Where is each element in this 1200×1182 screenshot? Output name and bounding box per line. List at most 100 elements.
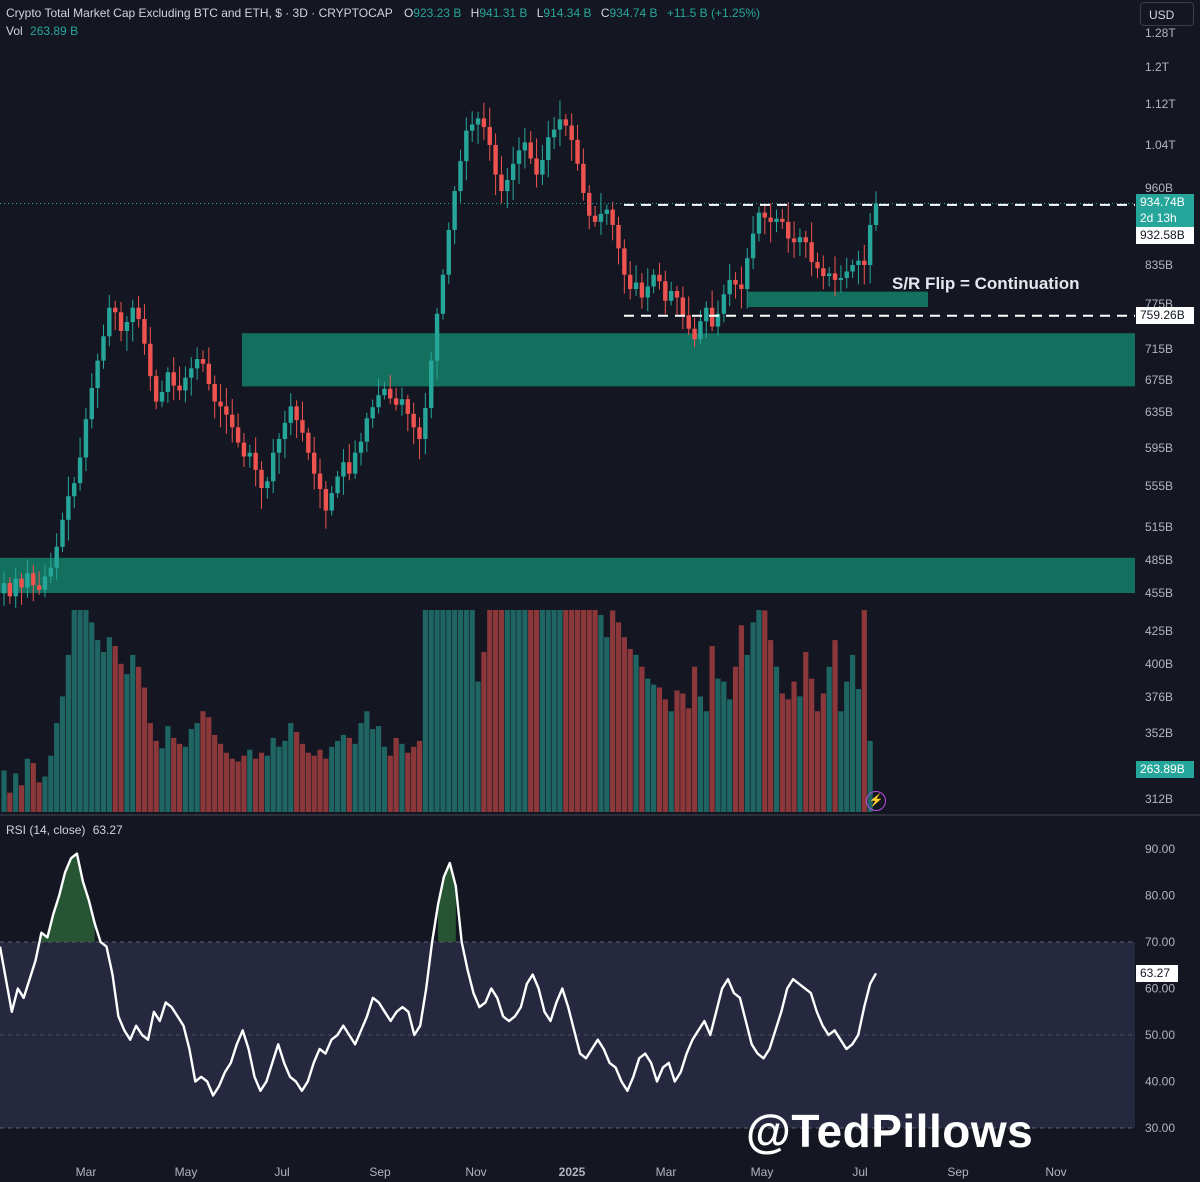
volume-bar-50: [294, 731, 300, 812]
volume-bar-147: [861, 610, 867, 812]
candle-body-125: [733, 279, 738, 285]
volume-bar-83: [487, 610, 493, 812]
candle-body-13: [77, 457, 83, 484]
candle-body-58: [341, 462, 346, 477]
volume-bar-100: [586, 610, 592, 812]
candle-body-139: [815, 261, 820, 269]
volume-bar-7: [42, 776, 48, 812]
volume-bar-148: [867, 740, 873, 812]
time-axis-tick-10: Nov: [1045, 1165, 1066, 1179]
volume-bar-68: [399, 743, 405, 812]
price-axis-tick-9: 635B: [1145, 405, 1173, 419]
sr-flip-annotation[interactable]: S/R Flip = Continuation: [892, 274, 1080, 293]
volume-bar-56: [329, 746, 335, 812]
price-axis-tick-8: 675B: [1145, 373, 1173, 387]
candle-body-113: [663, 281, 668, 301]
candle-body-104: [610, 209, 615, 225]
candle-body-93: [546, 137, 551, 161]
candle-body-49: [288, 406, 293, 423]
volume-bar-1: [7, 792, 13, 812]
volume-bar-88: [516, 610, 522, 812]
volume-bar-44: [258, 752, 265, 812]
candle-body-135: [791, 238, 797, 243]
chart-legend: Crypto Total Market Cap Excluding BTC an…: [6, 6, 760, 20]
volume-bar-4: [24, 758, 31, 812]
candle-body-136: [797, 237, 803, 243]
volume-bar-62: [364, 711, 370, 812]
volume-bar-141: [826, 666, 832, 812]
time-axis-tick-2: Jul: [274, 1165, 289, 1179]
candle-body-73: [429, 360, 434, 408]
volume-bar-94: [551, 610, 557, 812]
ohlc-open-value: 923.23 B: [413, 6, 462, 20]
volume-bar-120: [703, 711, 709, 812]
rsi-label[interactable]: RSI (14, close): [6, 823, 86, 837]
volume-bar-74: [434, 610, 440, 812]
candle-body-118: [692, 328, 697, 340]
volume-bar-55: [323, 758, 329, 812]
volume-bar-48: [282, 740, 288, 812]
price-axis-tick-15: 425B: [1145, 624, 1173, 638]
level-upper-tag: 932.58B: [1136, 227, 1194, 244]
candle-body-143: [838, 278, 844, 280]
candle-body-50: [294, 406, 299, 421]
volume-bar-118: [691, 666, 698, 812]
rsi-axis-tick-3: 60.00: [1145, 982, 1175, 996]
volume-bar-60: [352, 743, 358, 812]
candle-body-107: [628, 274, 633, 290]
candle-body-72: [423, 408, 428, 439]
volume-bar-29: [171, 737, 177, 812]
candle-body-54: [317, 473, 323, 490]
volume-label[interactable]: Vol: [6, 24, 23, 38]
candle-body-149: [873, 203, 879, 225]
candle-body-57: [335, 476, 340, 494]
candle-body-97: [569, 125, 574, 140]
time-axis-tick-9: Sep: [947, 1165, 969, 1179]
candle-body-66: [388, 388, 393, 399]
volume-bar-101: [592, 610, 598, 812]
volume-bar-42: [247, 749, 253, 812]
ohlc-open: O923.23 B: [396, 6, 461, 20]
candle-body-12: [72, 483, 77, 497]
volume-bar-43: [253, 758, 259, 812]
candle-body-71: [417, 427, 422, 439]
price-axis-tick-2: 1.12T: [1145, 97, 1176, 111]
rsi-line: [0, 852, 878, 1097]
volume-bar-111: [651, 684, 657, 812]
volume-bar-47: [276, 746, 282, 812]
currency-button[interactable]: USD: [1140, 2, 1194, 26]
volume-bar-16: [95, 640, 101, 812]
candle-body-60: [352, 452, 358, 474]
candle-body-94: [551, 129, 557, 138]
volume-bar-116: [680, 693, 686, 812]
volume-bar-30: [176, 743, 183, 812]
volume-bar-112: [656, 687, 663, 812]
volume-bar-102: [598, 614, 604, 812]
candle-body-0: [1, 583, 7, 594]
time-axis-tick-7: May: [751, 1165, 774, 1179]
volume-bar-3: [18, 785, 25, 812]
volume-bar-33: [194, 723, 200, 812]
candle-body-86: [505, 179, 510, 192]
candle-body-108: [633, 282, 639, 290]
volume-bar-13: [77, 610, 83, 812]
volume-bar-25: [147, 723, 153, 812]
candle-body-79: [464, 130, 469, 162]
candle-body-88: [516, 150, 522, 164]
candle-body-41: [241, 442, 247, 457]
volume-bar-2: [13, 773, 19, 812]
candle-body-142: [832, 273, 838, 280]
candle-body-103: [604, 209, 609, 214]
candle-body-23: [136, 307, 141, 319]
volume-bar-87: [510, 610, 516, 812]
symbol-title[interactable]: Crypto Total Market Cap Excluding BTC an…: [6, 6, 393, 20]
candle-body-120: [704, 307, 709, 322]
volume-bar-8: [48, 755, 54, 812]
volume-bar-76: [446, 610, 452, 812]
level-layer: [0, 203, 1135, 317]
volume-bar-57: [334, 740, 341, 812]
time-axis-tick-8: Jul: [852, 1165, 867, 1179]
lightning-icon[interactable]: ⚡: [866, 791, 886, 811]
